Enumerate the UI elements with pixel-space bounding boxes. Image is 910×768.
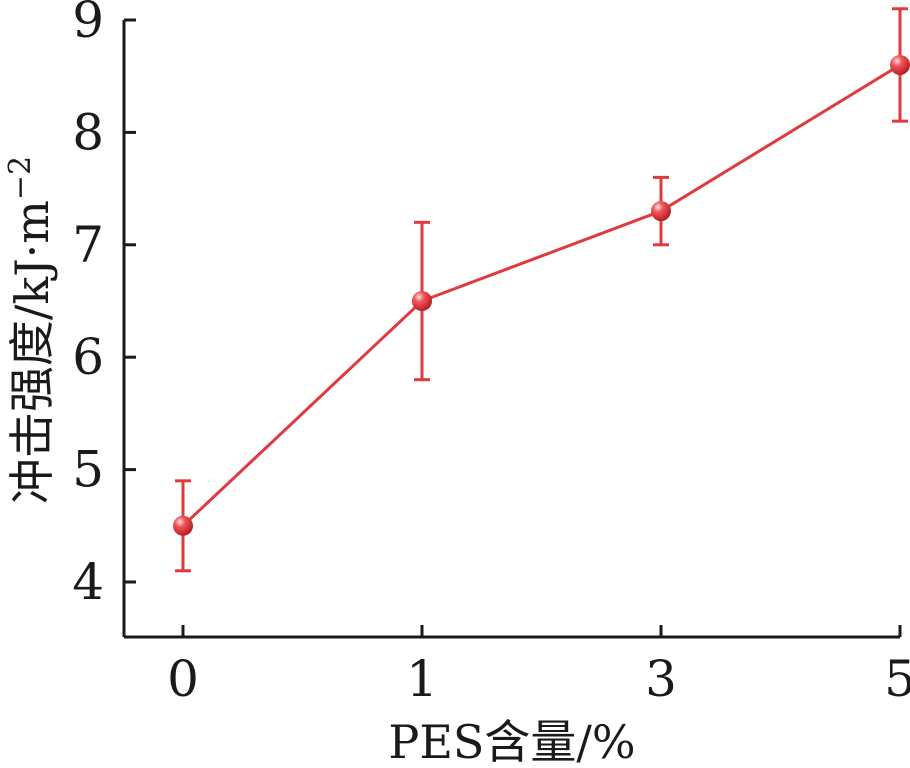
x-tick-label: 1 xyxy=(406,650,438,708)
series-line xyxy=(181,63,901,527)
y-tick-label: 5 xyxy=(72,441,104,499)
x-axis-title: PES含量/% xyxy=(388,715,635,768)
data-point-5 xyxy=(890,54,910,75)
axes xyxy=(122,20,900,639)
y-ticks: 4 5 6 7 8 9 xyxy=(72,0,136,611)
y-axis-title-main: 冲击强度/kJ·m xyxy=(5,200,59,504)
y-tick-label: 9 xyxy=(72,0,104,49)
y-axis-title-superscript: −2 xyxy=(3,156,38,200)
y-axis-title: 冲击强度/kJ·m−2 xyxy=(3,156,59,504)
y-tick-label: 7 xyxy=(72,216,104,274)
x-tick-label: 0 xyxy=(167,650,199,708)
y-tick-label: 6 xyxy=(72,328,104,386)
data-point-3 xyxy=(651,201,671,222)
x-tick-label: 5 xyxy=(884,650,910,708)
y-tick-label: 4 xyxy=(72,553,104,611)
x-ticks: 0 1 3 5 xyxy=(167,625,910,708)
data-point-1 xyxy=(412,291,432,311)
data-point-0 xyxy=(173,515,193,536)
plot-series xyxy=(173,7,910,573)
y-tick-label: 8 xyxy=(72,103,104,161)
x-tick-label: 3 xyxy=(645,650,677,708)
